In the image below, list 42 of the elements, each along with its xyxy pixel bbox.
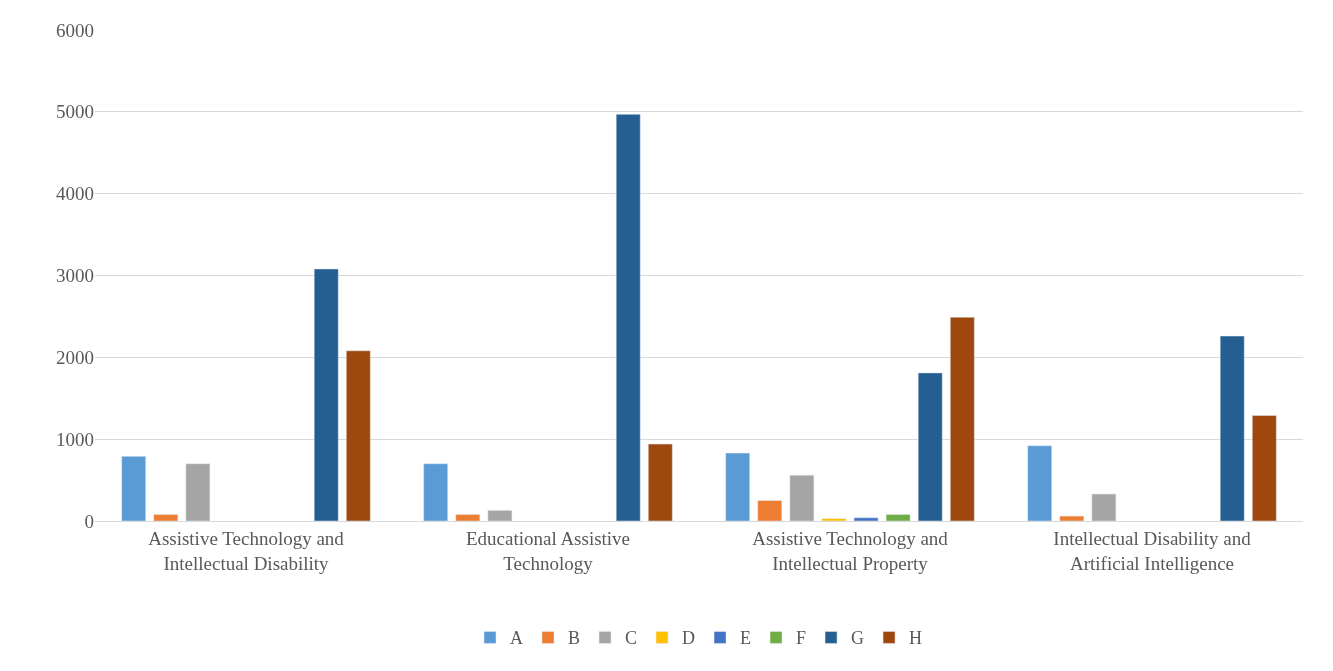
bar [455,514,481,521]
legend-label: E [740,628,752,649]
bar [185,463,211,521]
legend-label: H [909,628,923,649]
bar [1027,445,1052,521]
bar [885,514,911,521]
bar [917,372,943,521]
bar [1059,515,1085,521]
legend-label: F [796,628,807,649]
bar [423,463,448,521]
y-tick-label: 0 [84,510,94,532]
bar [648,443,673,521]
bar [789,474,815,521]
bar [121,456,146,521]
y-tick-label: 2000 [56,346,94,368]
bar [346,350,371,521]
bar [1219,335,1245,521]
legend-label: D [682,628,696,649]
bar [725,452,750,521]
y-tick-label: 1000 [56,428,94,450]
bar [853,517,879,521]
x-tick-label: Assistive Technology and Intellectual Disability [148,527,345,574]
y-tick-label: 3000 [56,265,94,287]
legend-label: G [851,628,865,649]
bar [950,316,975,521]
x-tick-label: Educational Assistive Technology [465,527,631,574]
bar [153,514,179,521]
x-tick-label: Assistive Technology and Intellectual Property [752,527,949,574]
bar [615,114,641,521]
legend-label: A [510,628,523,649]
legend-label: C [625,628,638,649]
y-tick-label: 5000 [56,101,94,123]
y-tick-label: 6000 [56,19,94,41]
bar [1252,415,1277,521]
bar [757,500,783,521]
bar [313,268,339,521]
bar [1091,493,1117,521]
bar [821,518,847,521]
x-tick-label: Intellectual Disability and Artificial Intelligence [1053,527,1252,574]
bar [487,510,513,521]
legend-label: B [568,628,581,649]
y-tick-label: 4000 [56,183,94,205]
